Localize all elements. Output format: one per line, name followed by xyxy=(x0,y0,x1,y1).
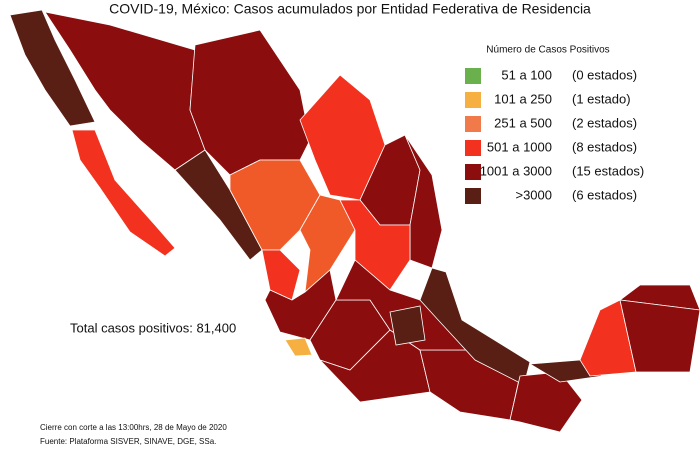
footer-line: Fuente: Plataforma SISVER, SINAVE, DGE, … xyxy=(40,437,216,446)
state xyxy=(389,305,426,346)
state xyxy=(261,249,301,301)
map xyxy=(9,9,700,433)
legend-count: (2 estados) xyxy=(572,115,637,130)
state xyxy=(339,199,411,291)
total: Total casos positivos: 81,400 xyxy=(70,320,236,335)
legend-count: (0 estados) xyxy=(572,67,637,82)
state xyxy=(404,134,443,269)
state xyxy=(284,337,313,357)
legend-swatch xyxy=(465,92,481,108)
state xyxy=(579,299,637,377)
state xyxy=(71,129,176,257)
title: COVID-19, México: Casos acumulados por E… xyxy=(109,1,591,17)
state xyxy=(9,9,96,127)
state xyxy=(619,299,700,373)
legend-range: 51 a 100 xyxy=(501,67,552,82)
legend-swatch xyxy=(465,188,481,204)
legend-count: (15 estados) xyxy=(572,163,644,178)
legend-swatch xyxy=(465,164,481,180)
legend-range: 1001 a 3000 xyxy=(480,163,552,178)
legend-title: Número de Casos Positivos xyxy=(486,45,609,56)
legend-swatch xyxy=(465,116,481,132)
legend-count: (1 estado) xyxy=(572,91,631,106)
state xyxy=(189,29,311,176)
legend: 51 a 100 (0 estados) 101 a 250 (1 estado) 25… xyxy=(465,67,644,204)
legend-swatch xyxy=(465,140,481,156)
state xyxy=(299,194,356,293)
legend-range: 101 a 250 xyxy=(494,91,552,106)
legend-swatch xyxy=(465,68,481,84)
legend-range: >3000 xyxy=(515,187,552,202)
state xyxy=(509,371,583,433)
legend-count: (6 estados) xyxy=(572,187,637,202)
legend-range: 251 a 500 xyxy=(494,115,552,130)
legend-range: 501 a 1000 xyxy=(487,139,552,154)
footer-line: Cierre con corte a las 13:00hrs, 28 de M… xyxy=(40,423,227,432)
legend-count: (8 estados) xyxy=(572,139,637,154)
